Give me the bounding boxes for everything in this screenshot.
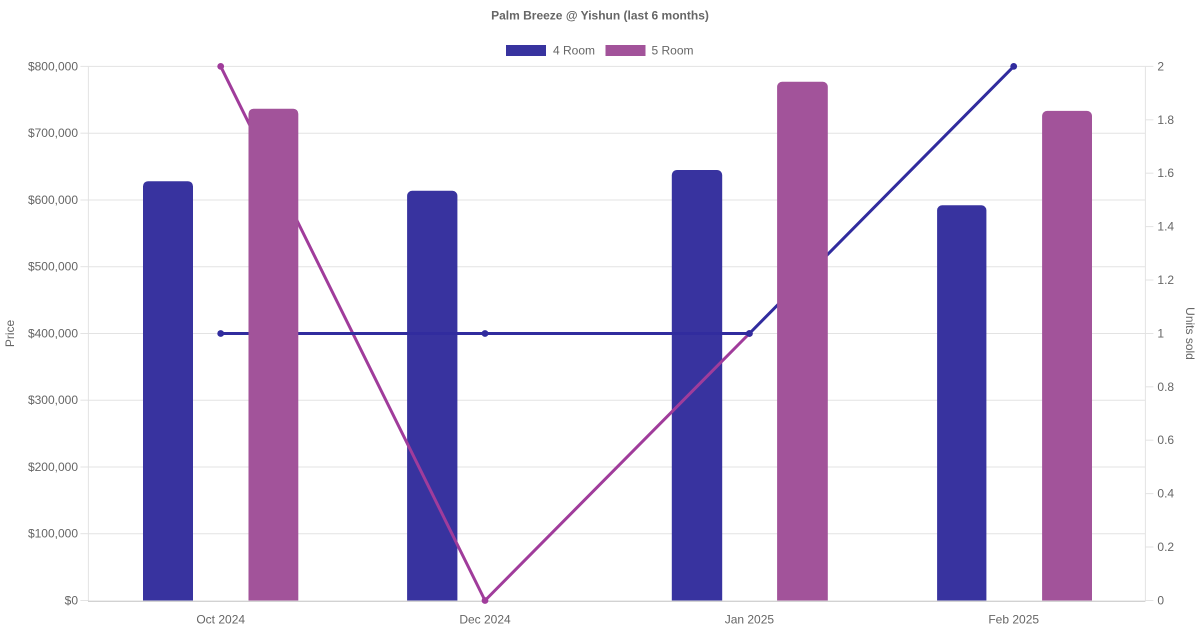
svg-text:0.6: 0.6 [1157,433,1174,447]
svg-text:Feb 2025: Feb 2025 [988,613,1039,627]
svg-text:Dec 2024: Dec 2024 [459,613,511,627]
svg-text:1.2: 1.2 [1157,273,1174,287]
svg-text:$400,000: $400,000 [28,327,78,341]
svg-text:$600,000: $600,000 [28,193,78,207]
svg-text:0.8: 0.8 [1157,380,1174,394]
svg-text:1.4: 1.4 [1157,220,1174,234]
svg-text:Palm Breeze @ Yishun (last 6 m: Palm Breeze @ Yishun (last 6 months) [491,9,709,23]
svg-text:$300,000: $300,000 [28,393,78,407]
svg-text:0.2: 0.2 [1157,540,1174,554]
svg-text:4 Room: 4 Room [553,44,595,58]
svg-text:$0: $0 [65,594,79,608]
svg-text:2: 2 [1157,59,1164,73]
svg-text:5 Room: 5 Room [652,44,694,58]
svg-text:Oct 2024: Oct 2024 [196,613,245,627]
svg-text:$500,000: $500,000 [28,260,78,274]
svg-text:0.4: 0.4 [1157,487,1174,501]
svg-text:$800,000: $800,000 [28,59,78,73]
svg-text:1.6: 1.6 [1157,166,1174,180]
svg-text:Jan 2025: Jan 2025 [725,613,775,627]
svg-text:$700,000: $700,000 [28,126,78,140]
svg-text:$200,000: $200,000 [28,460,78,474]
svg-text:Units sold: Units sold [1183,307,1197,360]
svg-text:1.8: 1.8 [1157,113,1174,127]
svg-text:$100,000: $100,000 [28,527,78,541]
svg-text:0: 0 [1157,594,1164,608]
svg-text:1: 1 [1157,327,1164,341]
svg-text:Price: Price [3,320,17,348]
